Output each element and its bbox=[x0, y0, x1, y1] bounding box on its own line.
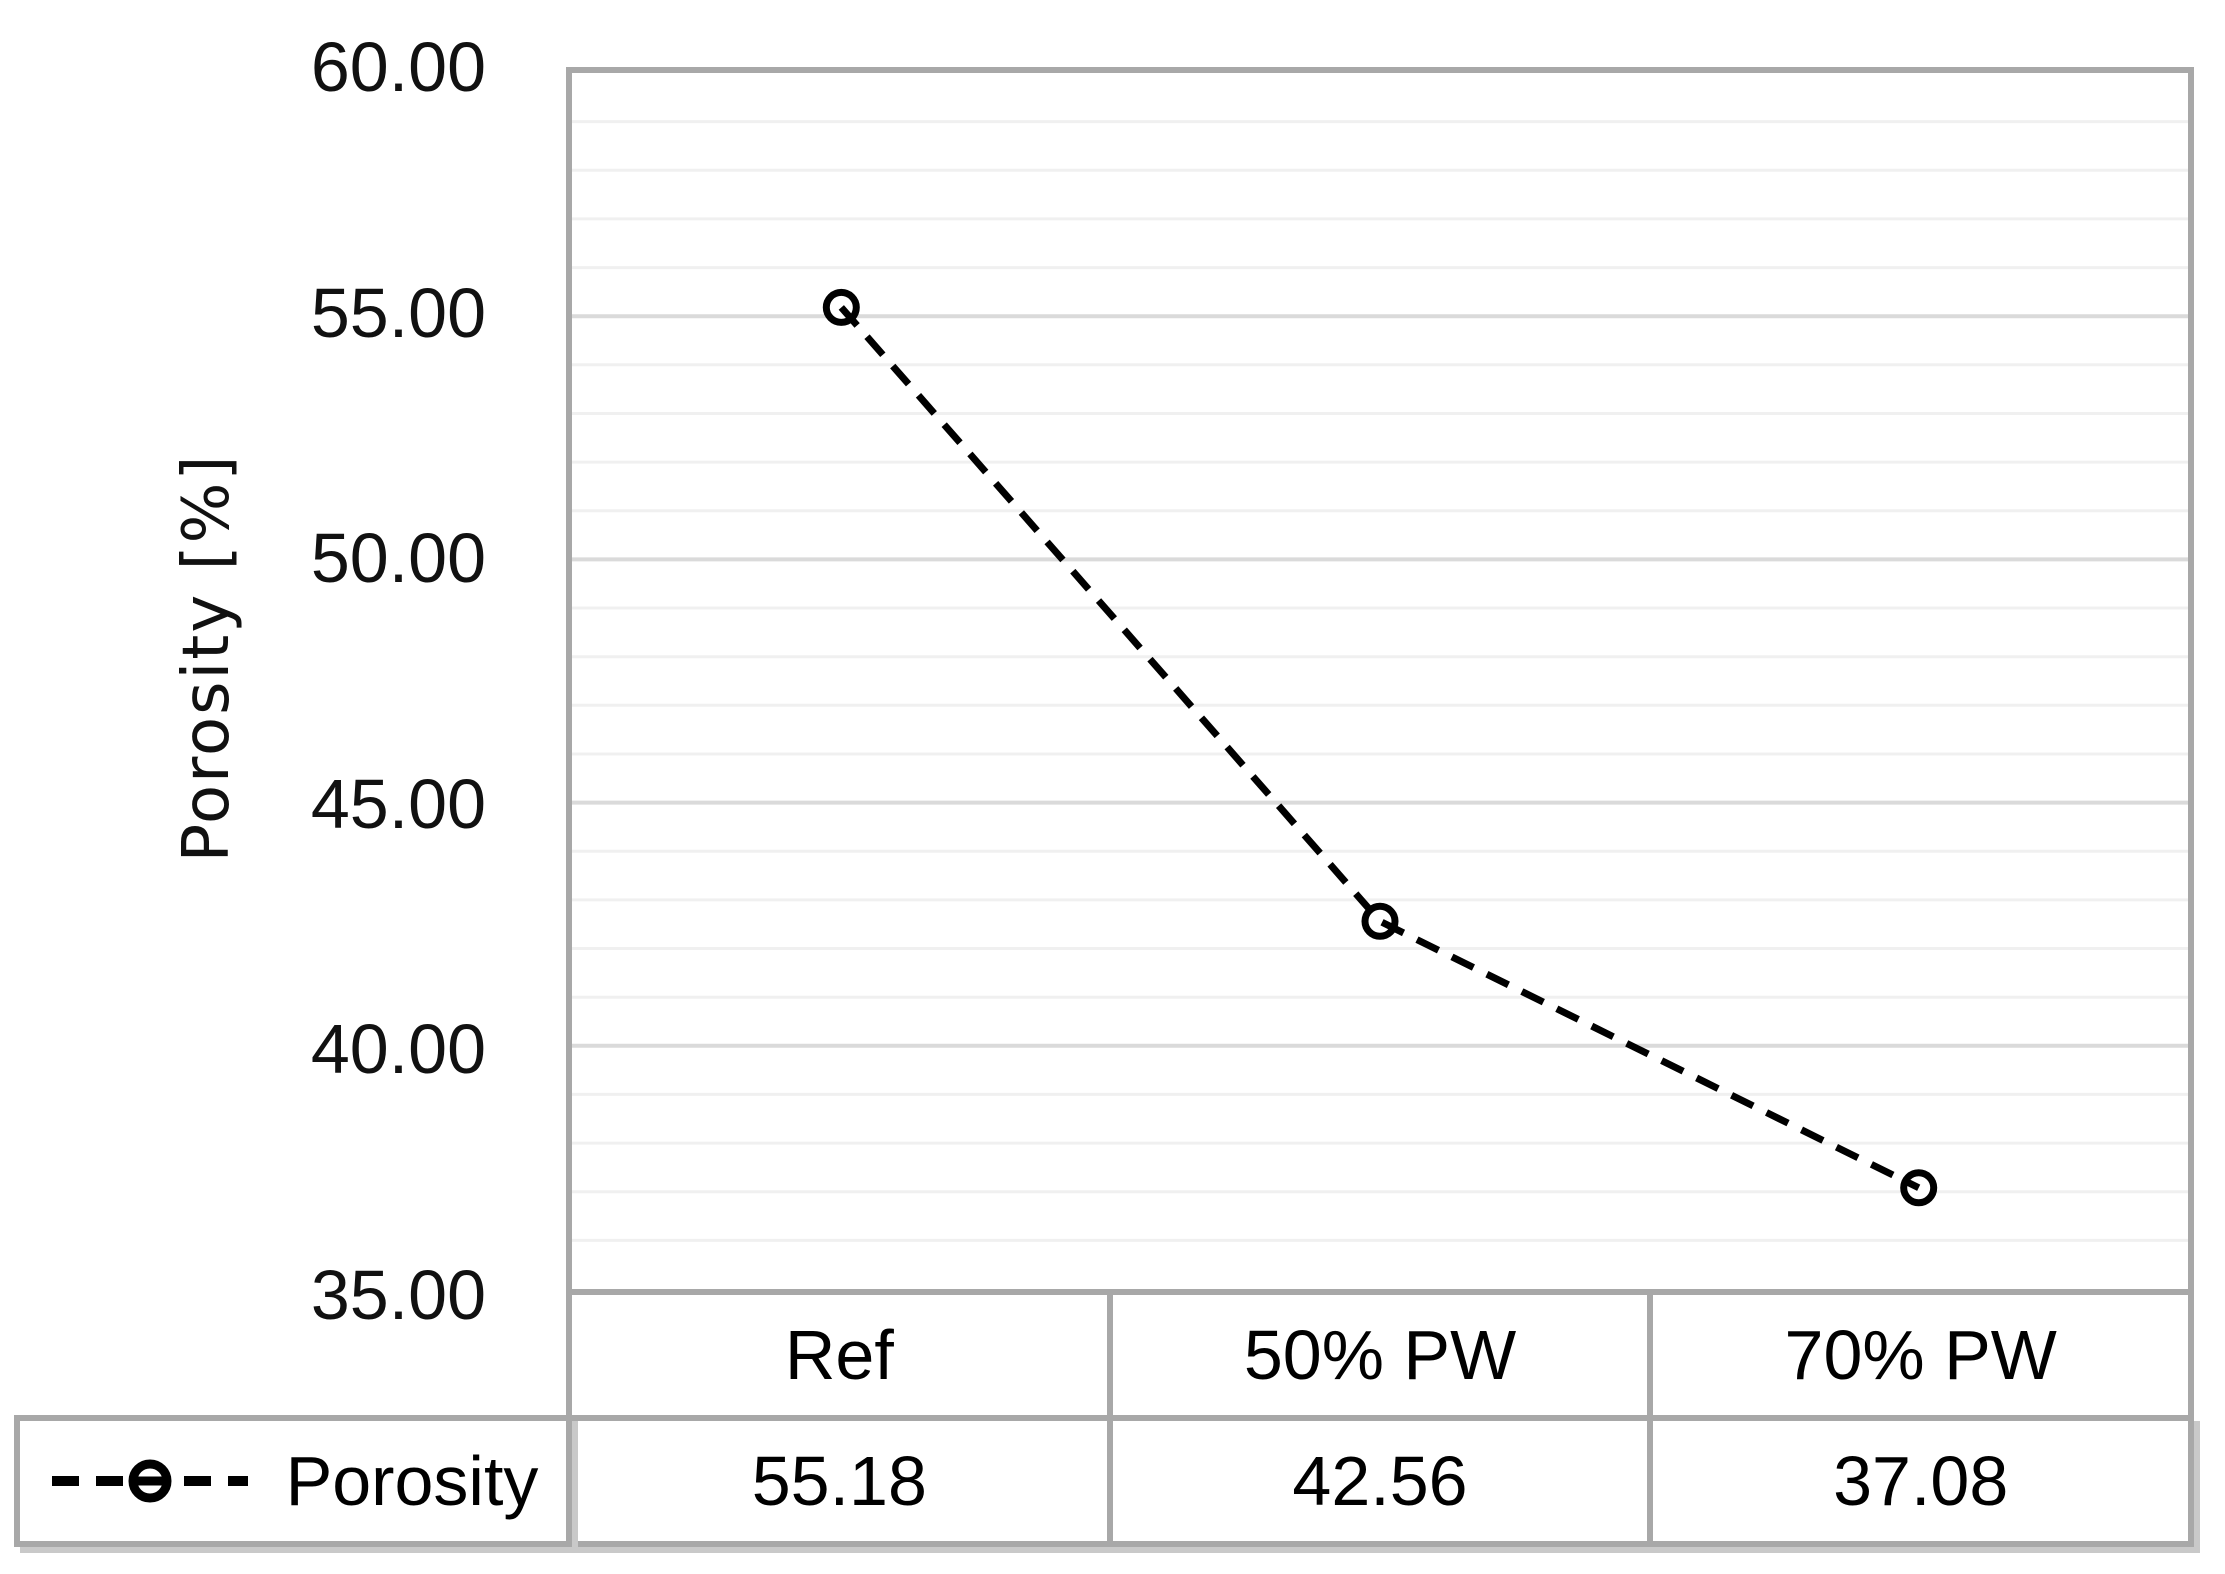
category-header-cell: Ref bbox=[784, 1316, 894, 1394]
category-header-row: Ref 50% PW 70% PW bbox=[566, 1289, 2194, 1421]
series-value-row: 55.18 42.56 37.08 bbox=[566, 1415, 2194, 1547]
plot-area bbox=[566, 67, 2194, 1295]
category-header-cell: 70% PW bbox=[1647, 1295, 2188, 1415]
y-tick-label: 35.00 bbox=[310, 1256, 486, 1334]
series-value-cell: 42.56 bbox=[1106, 1421, 1648, 1541]
y-tick-label: 50.00 bbox=[310, 519, 486, 598]
category-header-cell: 50% PW bbox=[1106, 1295, 1648, 1415]
plot-svg bbox=[572, 120, 2188, 1242]
legend-cell: Porosity bbox=[14, 1415, 572, 1547]
y-tick-label: 45.00 bbox=[310, 764, 486, 843]
y-tick-label: 40.00 bbox=[310, 1010, 486, 1089]
y-tick-label: 55.00 bbox=[310, 273, 486, 352]
y-tick-label: 60.00 bbox=[310, 28, 486, 106]
series-value-cell: 55.18 bbox=[751, 1442, 927, 1520]
series-value-cell: 37.08 bbox=[1647, 1421, 2188, 1541]
series-line bbox=[838, 305, 1921, 1191]
dashed-line-open-circle-marker-icon bbox=[51, 1459, 248, 1503]
legend-series-label: Porosity bbox=[285, 1442, 539, 1520]
